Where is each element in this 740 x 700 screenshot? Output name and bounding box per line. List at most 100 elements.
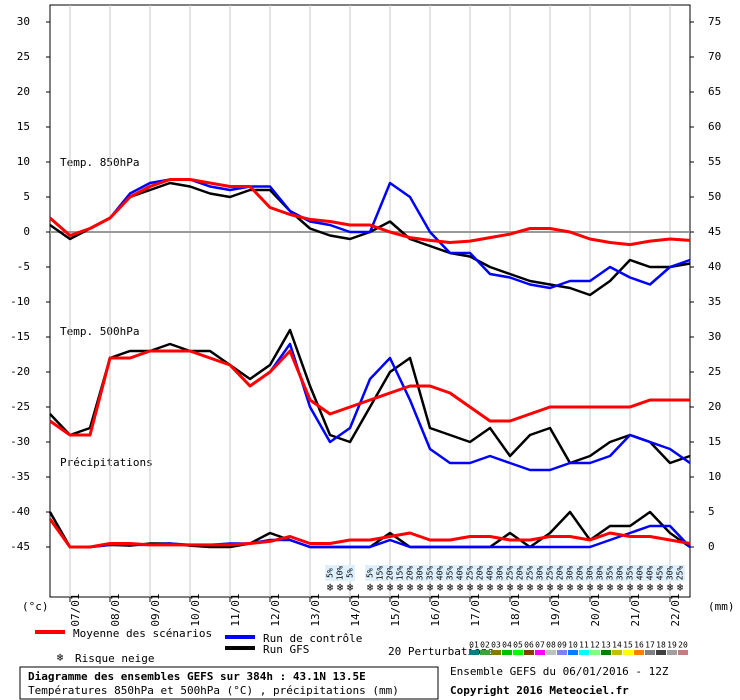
snow-risk-label: 30%	[596, 566, 605, 581]
perturbation-swatch	[535, 650, 545, 655]
y2-tick-label: 70	[708, 50, 721, 63]
perturbation-number: 13	[601, 641, 611, 650]
y2-axis-label: (mm)	[708, 600, 735, 613]
perturbation-swatch	[667, 650, 677, 655]
y2-tick-label: 10	[708, 470, 721, 483]
y-tick-label: -40	[10, 505, 30, 518]
plot-frame	[49, 4, 691, 598]
y2-tick-label: 25	[708, 365, 721, 378]
snow-risk-label: 20%	[476, 566, 485, 581]
snow-risk-band	[375, 565, 385, 581]
snow-risk-band	[485, 565, 495, 581]
perturbation-swatch	[524, 650, 534, 655]
x-tick-label: 17/01	[469, 593, 482, 626]
snow-risk-label: 30%	[416, 566, 425, 581]
y-tick-label: -45	[10, 540, 30, 553]
perturbation-number: 10	[568, 641, 578, 650]
snowflake: ❄	[627, 581, 634, 594]
perturbation-number: 01	[469, 641, 479, 650]
snow-risk-band	[525, 565, 535, 581]
snow-risk-label: 35%	[426, 566, 435, 581]
snowflake: ❄	[577, 581, 584, 594]
snow-risk-band	[585, 565, 595, 581]
snow-risk-band	[435, 565, 445, 581]
snow-risk-band	[545, 565, 555, 581]
legend-label: Run GFS	[263, 643, 309, 656]
x-tick-label: 22/01	[669, 593, 682, 626]
y-axis-label: (°c)	[22, 600, 49, 613]
snow-risk-label: 30%	[536, 566, 545, 581]
snow-risk-band	[565, 565, 575, 581]
snowflake: ❄	[457, 581, 464, 594]
snowflake: ❄	[507, 581, 514, 594]
snow-risk-band	[575, 565, 585, 581]
snow-risk-label: 5%	[366, 568, 375, 578]
snow-risk-label: 40%	[636, 566, 645, 581]
snow-risk-label: 25%	[546, 566, 555, 581]
y-tick-label: 15	[17, 120, 30, 133]
y2-tick-label: 75	[708, 15, 721, 28]
snow-risk-band	[515, 565, 525, 581]
y2-tick-label: 30	[708, 330, 721, 343]
legend-label: Moyenne des scénarios	[73, 627, 212, 640]
perturbation-number: 07	[535, 641, 545, 650]
snowflake: ❄	[487, 581, 494, 594]
perturbation-label: 20 Perturbations	[388, 645, 494, 658]
snowflake: ❄	[447, 581, 454, 594]
line-t850	[49, 178, 691, 247]
perturbation-number: 17	[645, 641, 655, 650]
y2-tick-label: 15	[708, 435, 721, 448]
snow-risk-label: 20%	[556, 566, 565, 581]
perturbation-number: 20	[678, 641, 688, 650]
y2-tick-label: 20	[708, 400, 721, 413]
y2-tick-label: 50	[708, 190, 721, 203]
snowflake: ❄	[497, 581, 504, 594]
snow-risk-label: 30%	[586, 566, 595, 581]
snow-risk-band	[475, 565, 485, 581]
snow-risk-label: 30%	[666, 566, 675, 581]
perturbation-swatch	[469, 650, 479, 655]
y-tick-label: -20	[10, 365, 30, 378]
snow-risk-band	[665, 565, 675, 581]
snow-risk-band	[335, 565, 345, 581]
x-tick-label: 08/01	[109, 593, 122, 626]
chart-title: Diagramme des ensembles GEFS sur 384h : …	[28, 670, 366, 683]
x-tick-label: 10/01	[189, 593, 202, 626]
x-tick-label: 07/01	[69, 593, 82, 626]
snowflake: ❄	[557, 581, 564, 594]
x-tick-label: 18/01	[509, 593, 522, 626]
panel-label: Précipitations	[60, 456, 153, 469]
snowflake: ❄	[397, 581, 404, 594]
perturbation-number: 09	[557, 641, 567, 650]
snow-risk-label: 15%	[396, 566, 405, 581]
y-tick-label: 20	[17, 85, 30, 98]
snowflake: ❄	[327, 581, 334, 594]
snow-risk-band	[365, 565, 375, 581]
snowflake: ❄	[597, 581, 604, 594]
snow-risk-label: 40%	[486, 566, 495, 581]
line-t850	[49, 178, 691, 290]
snow-risk-label: 40%	[456, 566, 465, 581]
perturbation-number: 02	[480, 641, 490, 650]
legend-label: Run de contrôle	[263, 632, 362, 645]
snowflake: ❄	[667, 581, 674, 594]
copyright: Copyright 2016 Meteociel.fr	[450, 684, 629, 697]
y2-tick-label: 35	[708, 295, 721, 308]
snow-risk-label: 5%	[326, 568, 335, 578]
perturbation-swatch	[557, 650, 567, 655]
snowflake: ❄	[417, 581, 424, 594]
snow-risk-band	[605, 565, 615, 581]
snow-risk-label: 20%	[406, 566, 415, 581]
snowflake: ❄	[587, 581, 594, 594]
line-t500	[49, 349, 690, 437]
snowflake: ❄	[517, 581, 524, 594]
snow-risk-band	[625, 565, 635, 581]
perturbation-number: 14	[612, 641, 622, 650]
perturbation-number: 19	[667, 641, 677, 650]
perturbation-number: 08	[546, 641, 556, 650]
snowflake: ❄	[407, 581, 414, 594]
line-precip	[48, 518, 691, 549]
perturbation-swatch	[612, 650, 622, 655]
